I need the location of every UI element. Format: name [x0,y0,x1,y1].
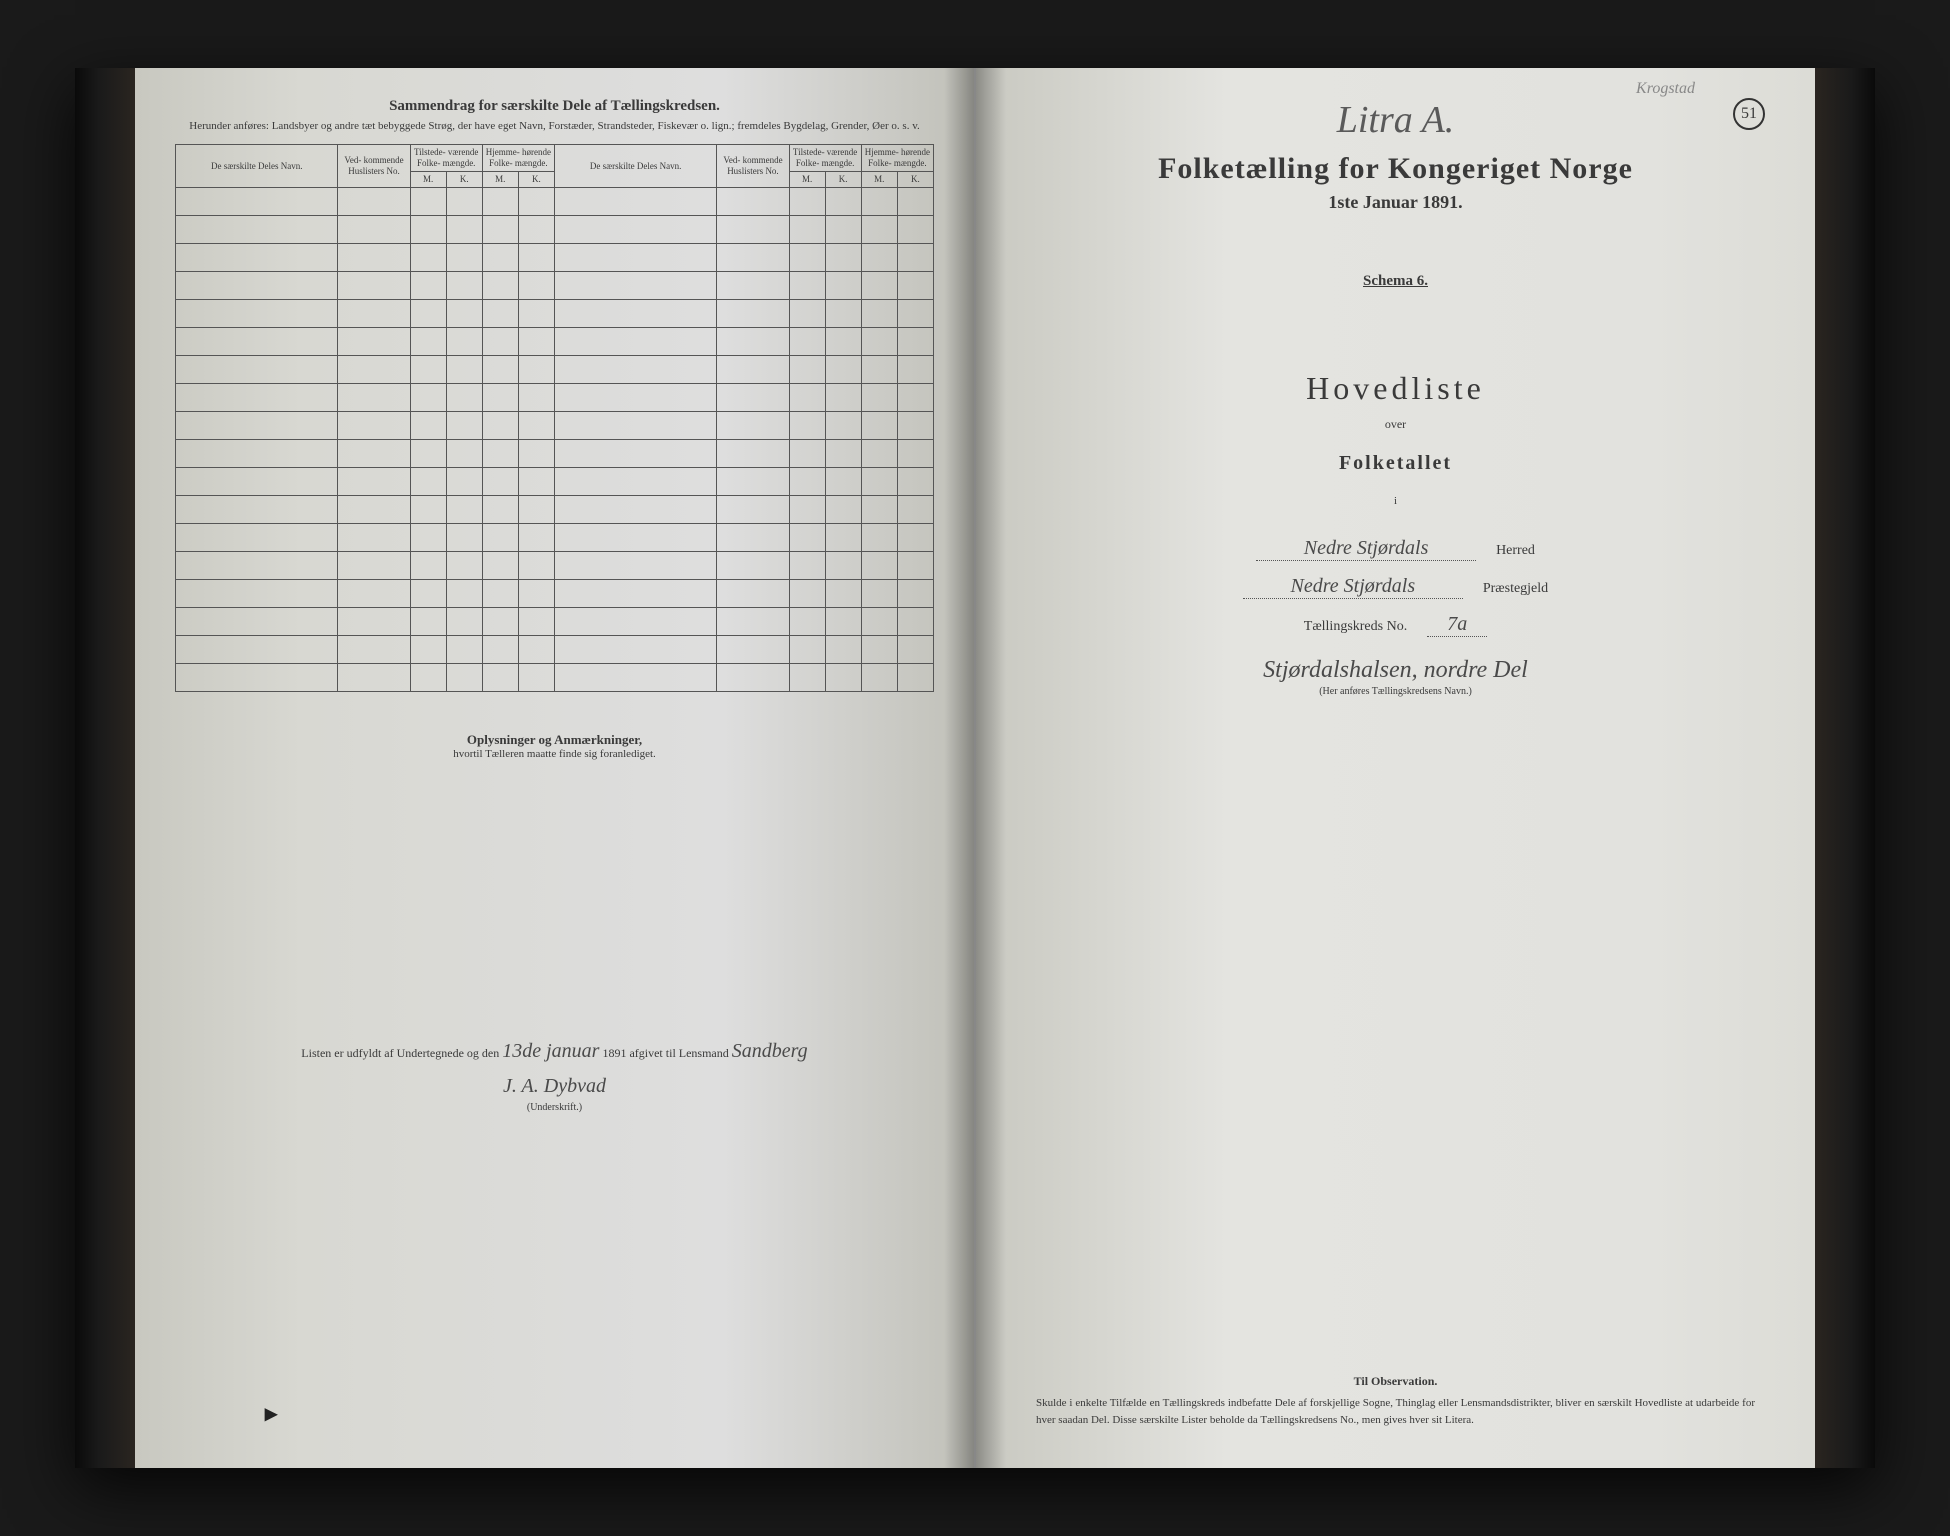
kreds-navn-handwritten: Stjørdalshalsen, nordre Del [1016,657,1775,684]
table-row [176,243,934,271]
table-row [176,383,934,411]
left-header: Sammendrag for særskilte Dele af Tælling… [175,98,934,134]
mk-m: M. [410,171,446,187]
col-name-1: De særskilte Deles Navn. [176,145,338,187]
table-row [176,663,934,691]
kreds-navn-sublabel: (Her anføres Tællingskredsens Navn.) [1016,686,1775,697]
underskrift-label: (Underskrift.) [175,1102,934,1113]
main-title: Folketælling for Kongeriget Norge [1016,152,1775,186]
praestegjeld-label: Præstegjeld [1483,581,1548,597]
corner-marker-icon: ▸ [265,1399,277,1428]
mk-m: M. [789,171,825,187]
census-summary-table: De særskilte Deles Navn. Ved- kommende H… [175,144,934,691]
praestegjeld-handwritten: Nedre Stjørdals [1243,575,1463,599]
table-row [176,439,934,467]
col-tilstede-1: Tilstede- værende Folke- mængde. [410,145,482,172]
kreds-no-handwritten: 7a [1427,613,1487,637]
main-date: 1ste Januar 1891. [1016,192,1775,213]
sig-prefix: Listen er udfyldt af Undertegnede og den [301,1046,499,1060]
sig-mid: 1891 afgivet til Lensmand [602,1046,728,1060]
book-binding-right [1815,68,1875,1468]
i-label: i [1016,495,1775,507]
herred-row: Nedre Stjørdals Herred [1016,537,1775,561]
hovedliste-heading: Hovedliste [1016,370,1775,407]
mk-k: K. [897,171,933,187]
herred-handwritten: Nedre Stjørdals [1256,537,1476,561]
left-page: Sammendrag for særskilte Dele af Tælling… [135,68,976,1468]
table-row [176,579,934,607]
table-row [176,635,934,663]
right-page: Krogstad 51 Litra A. Folketælling for Ko… [976,68,1815,1468]
table-row [176,271,934,299]
table-row [176,523,934,551]
col-hjemme-1: Hjemme- hørende Folke- mængde. [482,145,554,172]
litra-handwritten: Litra A. [1016,98,1775,142]
over-label: over [1016,417,1775,432]
table-row [176,411,934,439]
col-name-2: De særskilte Deles Navn. [554,145,716,187]
sig-date-handwritten: 13de januar [502,1040,599,1062]
mk-m: M. [861,171,897,187]
table-row [176,299,934,327]
book-binding-left [75,68,135,1468]
col-no-1: Ved- kommende Huslisters No. [338,145,410,187]
col-tilstede-2: Tilstede- værende Folke- mængde. [789,145,861,172]
signature-block: Listen er udfyldt af Undertegnede og den… [175,1040,934,1113]
table-row [176,551,934,579]
table-row [176,355,934,383]
left-page-subtitle: Herunder anføres: Landsbyer og andre tæt… [175,119,934,134]
observation-block: Til Observation. Skulde i enkelte Tilfæl… [1036,1374,1755,1428]
mk-k: K. [518,171,554,187]
herred-label: Herred [1496,543,1535,559]
schema-label: Schema 6. [1363,273,1428,290]
table-row [176,327,934,355]
remarks-section: Oplysninger og Anmærkninger, hvortil Tæl… [175,732,934,760]
left-page-title: Sammendrag for særskilte Dele af Tælling… [175,98,934,115]
kreds-label: Tællingskreds No. [1304,619,1407,635]
mk-k: K. [825,171,861,187]
table-row [176,215,934,243]
page-number-circle: 51 [1733,98,1765,130]
mk-k: K. [446,171,482,187]
praestegjeld-row: Nedre Stjørdals Præstegjeld [1016,575,1775,599]
sig-lensmand-handwritten: Sandberg [732,1040,808,1062]
sig-signed-handwritten: J. A. Dybvad [503,1075,606,1097]
census-book: Sammendrag for særskilte Dele af Tælling… [75,68,1875,1468]
table-row [176,495,934,523]
col-hjemme-2: Hjemme- hørende Folke- mængde. [861,145,933,172]
top-right-faint-text: Krogstad [1636,80,1695,98]
observation-text: Skulde i enkelte Tilfælde en Tællingskre… [1036,1395,1755,1428]
kreds-row: Tællingskreds No. 7a [1016,613,1775,637]
table-row [176,607,934,635]
table-body [176,187,934,691]
folketallet-heading: Folketallet [1016,452,1775,475]
remarks-subtitle: hvortil Tælleren maatte finde sig foranl… [175,748,934,760]
remarks-title: Oplysninger og Anmærkninger, [175,732,934,748]
col-no-2: Ved- kommende Huslisters No. [717,145,789,187]
mk-m: M. [482,171,518,187]
table-row [176,187,934,215]
form-lines: Nedre Stjørdals Herred Nedre Stjørdals P… [1016,537,1775,637]
observation-title: Til Observation. [1036,1374,1755,1389]
table-row [176,467,934,495]
